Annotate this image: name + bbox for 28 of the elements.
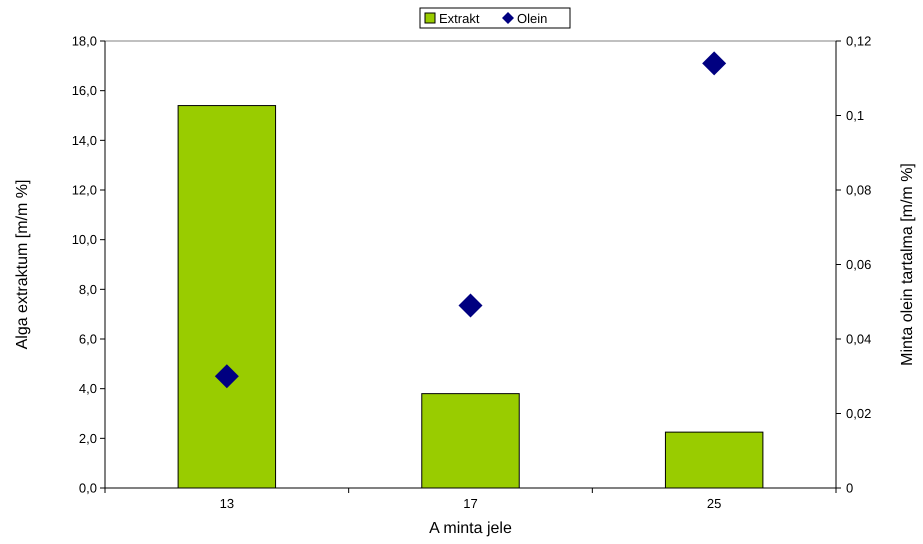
- y-tick-label: 14,0: [72, 132, 97, 148]
- y-tick-label: 2,0: [78, 430, 97, 446]
- x-axis-title: A minta jele: [429, 520, 512, 537]
- x-tick-label: 17: [463, 496, 478, 511]
- legend-label: Extrakt: [439, 11, 480, 26]
- y2-tick-label: 0: [846, 480, 854, 496]
- point: [702, 51, 726, 76]
- y-axis-title: Alga extraktum [m/m %]: [14, 180, 31, 350]
- y-tick-label: 18,0: [72, 34, 97, 49]
- y2-tick-label: 0,08: [846, 182, 872, 198]
- y2-axis-title: Minta olein tartalma [m/m %]: [899, 163, 916, 366]
- x-tick-label: 13: [220, 496, 234, 511]
- y-tick-label: 6,0: [78, 332, 97, 347]
- y-tick-label: 8,0: [78, 282, 97, 297]
- y2-tick-label: 0,04: [846, 332, 872, 347]
- y-tick-label: 0,0: [78, 480, 97, 496]
- x-tick-label: 25: [706, 496, 722, 511]
- y2-tick-label: 0,06: [846, 257, 872, 272]
- y2-tick-label: 0,02: [846, 406, 872, 422]
- y-tick-label: 12,0: [72, 182, 97, 198]
- point: [214, 364, 239, 388]
- y-tick-label: 10,0: [72, 232, 97, 248]
- legend-label: Olein: [517, 11, 548, 26]
- point: [458, 293, 482, 318]
- y-tick-label: 16,0: [72, 83, 97, 98]
- y2-tick-label: 0,12: [846, 34, 872, 49]
- y2-tick-label: 0,1: [846, 108, 864, 124]
- y-tick-label: 4,0: [78, 381, 97, 396]
